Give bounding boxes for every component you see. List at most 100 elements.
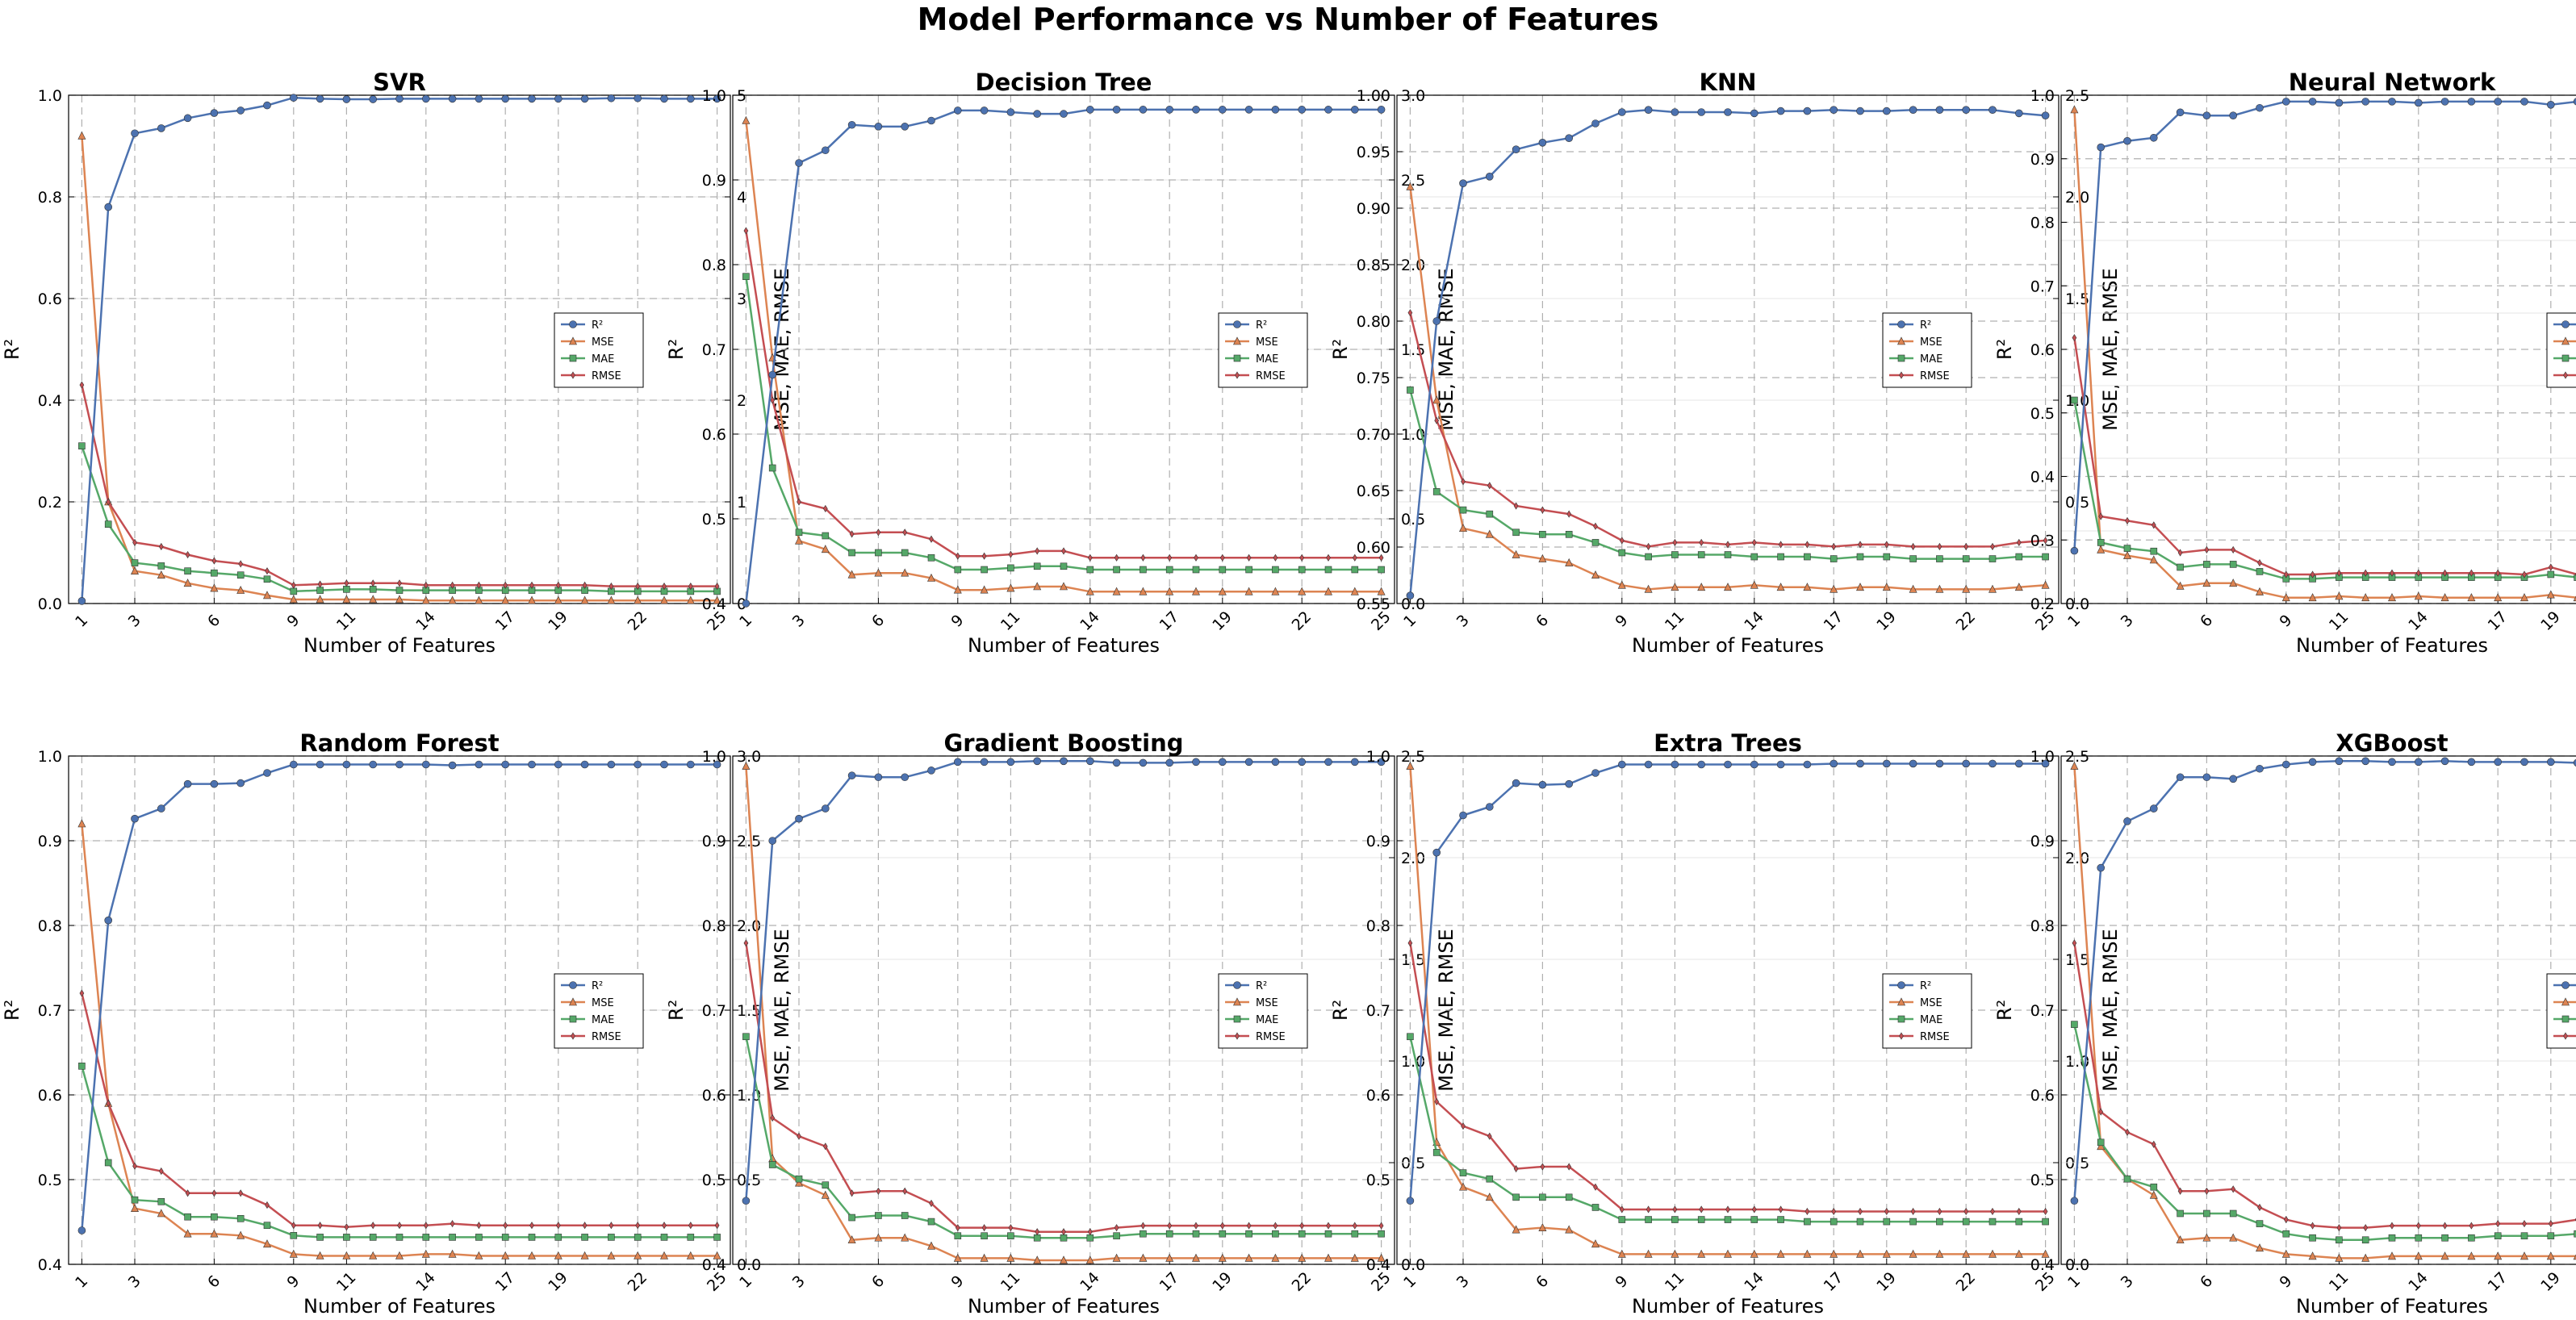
data-point-mae (2283, 1230, 2290, 1237)
data-point-rmse (1194, 554, 1198, 561)
data-point-mae (1460, 507, 1466, 513)
xtick-label: 1 (72, 612, 91, 631)
data-point-r2 (1989, 760, 1997, 767)
data-point-mae (2521, 1233, 2528, 1239)
y-axis-label-left: R² (1329, 339, 1352, 360)
data-point-mae (1592, 1204, 1599, 1210)
y-axis-label-left: R² (665, 339, 688, 360)
data-point-r2 (1725, 761, 1732, 768)
legend-marker-mae (2562, 355, 2569, 361)
xtick-label: 14 (1741, 608, 1767, 634)
ytick-left-label: 1.00 (1357, 87, 1390, 105)
data-point-rmse (504, 1222, 508, 1229)
data-point-r2 (1883, 107, 1890, 115)
data-point-mae (2097, 1139, 2104, 1146)
data-point-mae (105, 521, 111, 528)
data-point-mae (2415, 1234, 2422, 1241)
data-point-rmse (266, 568, 270, 574)
data-point-rmse (212, 1190, 216, 1197)
data-point-rmse (1752, 1206, 1756, 1213)
data-point-r2 (901, 774, 909, 781)
data-point-rmse (2072, 335, 2076, 341)
data-point-mae (78, 443, 85, 449)
data-point-r2 (1512, 146, 1520, 153)
data-point-mae (237, 1215, 244, 1222)
data-point-mae (2177, 564, 2184, 570)
legend-label-rmse: RMSE (592, 1031, 621, 1043)
ytick-left-label: 0.4 (1366, 1256, 1390, 1274)
data-point-r2 (1725, 109, 1732, 116)
data-point-rmse (715, 1222, 719, 1229)
data-point-r2 (554, 95, 562, 102)
data-point-mae (1910, 1218, 1917, 1225)
data-point-mae (849, 1214, 855, 1221)
ytick-left-label: 0.90 (1357, 200, 1390, 218)
data-point-r2 (1909, 760, 1917, 767)
data-point-rmse (876, 1188, 880, 1194)
data-point-r2 (237, 107, 245, 114)
xtick-label: 3 (125, 612, 144, 631)
ytick-right-label: 0.0 (737, 1256, 761, 1274)
data-point-mae (955, 1233, 961, 1239)
data-point-mae (1272, 566, 1278, 573)
data-point-mae (1140, 566, 1146, 573)
data-point-r2 (1219, 106, 1226, 113)
series-line-mae (746, 1037, 1381, 1238)
data-point-mae (1513, 529, 1520, 536)
data-point-mae (1989, 1218, 1996, 1225)
data-point-r2 (1671, 109, 1679, 116)
data-point-mae (1407, 1034, 1413, 1040)
legend-label-r2: R² (1256, 320, 1267, 332)
series-line-mae (82, 446, 717, 591)
ytick-left-label: 1.0 (702, 748, 726, 766)
data-point-rmse (450, 1221, 454, 1227)
legend: R²MSEMAERMSE (1219, 313, 1307, 387)
xtick-label: 3 (789, 612, 809, 631)
data-point-r2 (2415, 99, 2422, 107)
data-point-r2 (1645, 107, 1652, 114)
series-mse (2071, 106, 2576, 601)
data-point-mae (1272, 1230, 1278, 1237)
data-point-r2 (1219, 758, 1226, 766)
data-point-rmse (1832, 1208, 1836, 1214)
legend: R²MSEMAERMSE (554, 313, 643, 387)
legend-label-r2: R² (592, 980, 603, 992)
data-point-r2 (769, 838, 776, 845)
data-point-r2 (2336, 758, 2343, 765)
data-point-r2 (184, 115, 191, 122)
data-point-rmse (2416, 1222, 2420, 1229)
xtick-label: 1 (1400, 612, 1420, 631)
data-point-mae (1539, 1194, 1545, 1201)
ytick-right-label: 2.0 (2065, 850, 2089, 867)
legend-label-rmse: RMSE (1920, 370, 1950, 382)
legend-label-mse: MSE (592, 336, 614, 349)
ytick-left-label: 0.4 (38, 1256, 62, 1274)
series-mae (2071, 1021, 2576, 1243)
legend-marker-r2 (1234, 321, 1241, 328)
data-point-rmse (2364, 1225, 2368, 1231)
data-point-rmse (744, 940, 748, 946)
legend-label-r2: R² (1256, 980, 1267, 992)
xtick-label: 14 (412, 608, 439, 634)
legend-marker-r2 (2562, 321, 2570, 328)
data-point-r2 (1086, 106, 1094, 113)
xtick-label: 9 (948, 612, 968, 631)
data-point-mae (875, 549, 881, 556)
data-point-mae (78, 1063, 85, 1069)
data-point-mae (1087, 566, 1094, 573)
data-point-rmse (1752, 539, 1756, 545)
data-point-r2 (1007, 109, 1014, 116)
data-point-r2 (264, 770, 271, 777)
data-point-mae (2203, 561, 2210, 567)
legend-marker-r2 (2562, 982, 2570, 989)
data-point-r2 (78, 1227, 86, 1234)
data-point-r2 (1060, 111, 1068, 118)
data-point-rmse (1114, 554, 1119, 561)
data-point-r2 (2124, 137, 2131, 144)
data-point-mae (264, 576, 270, 583)
data-point-mae (1166, 566, 1173, 573)
data-point-r2 (2177, 774, 2184, 781)
data-point-mae (1246, 1230, 1252, 1237)
data-point-r2 (1671, 761, 1679, 768)
data-point-rmse (1700, 1206, 1704, 1213)
